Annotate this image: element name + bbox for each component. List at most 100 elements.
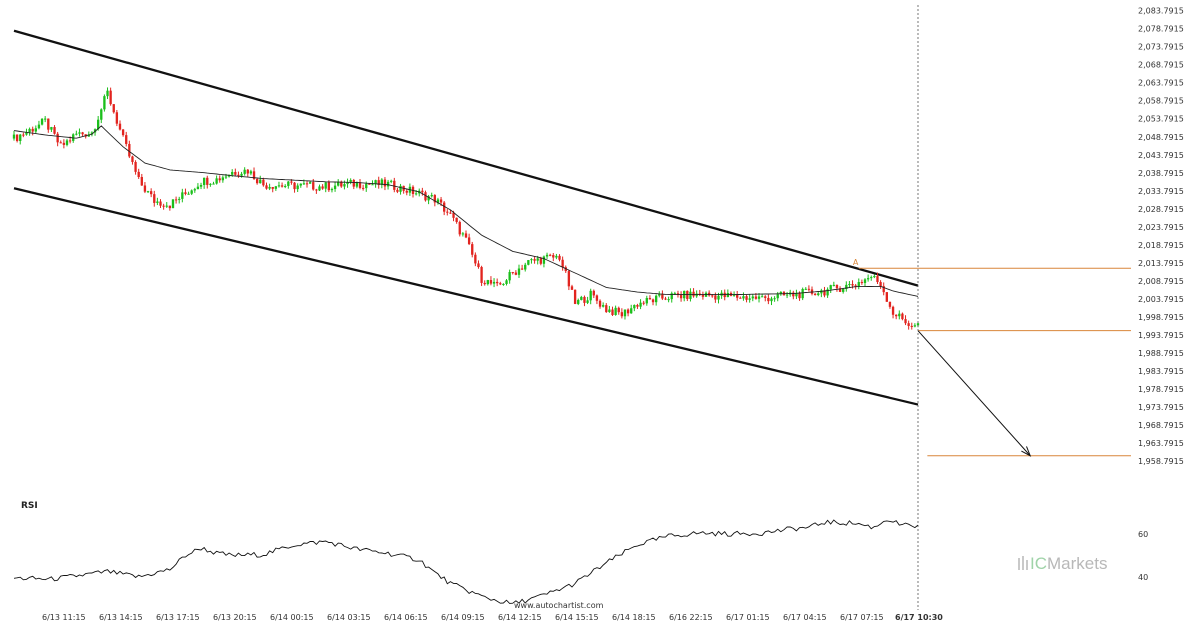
candle-body (355, 182, 359, 187)
bear-candle (611, 306, 614, 316)
bull-candle (221, 175, 225, 183)
bear-candle (377, 176, 380, 189)
bear-candle (617, 306, 620, 315)
candle-body (178, 198, 181, 200)
bull-candle (542, 255, 546, 268)
candle-body (246, 169, 249, 174)
candle-body (221, 177, 225, 181)
bull-candle (832, 281, 836, 287)
bull-candle (380, 178, 384, 189)
bull-candle (820, 288, 823, 298)
candle-body (745, 296, 748, 300)
bull-candle (202, 177, 206, 189)
bull-candle (645, 295, 648, 306)
bear-candle (598, 299, 602, 309)
candle-body (598, 300, 602, 307)
candle-body (508, 272, 511, 281)
price-tick-label: 2,083.7915 (1138, 7, 1184, 16)
candle-body (586, 300, 589, 303)
price-tick-label: 1,963.7915 (1138, 439, 1184, 448)
time-tick-label: 6/14 06:15 (384, 613, 428, 622)
candle-body (866, 278, 870, 280)
bull-candle (65, 138, 69, 147)
bear-candle (121, 128, 125, 137)
bear-candle (745, 294, 748, 303)
bear-candle (262, 177, 265, 187)
bull-candle (171, 199, 175, 209)
candle-body (885, 292, 888, 302)
candle-body (838, 288, 842, 292)
candle-body (792, 292, 795, 297)
candle-body (68, 140, 72, 142)
time-axis: 6/13 11:15 6/13 14:15 6/13 17:15 6/13 20:15… (42, 613, 943, 622)
candle-body (15, 134, 19, 141)
bear-candle (904, 315, 907, 326)
candle-body (449, 212, 452, 214)
time-tick-label: 6/13 17:15 (156, 613, 200, 622)
price-tick-label: 2,008.7915 (1138, 277, 1184, 286)
candle-body (817, 293, 820, 296)
bull-candle (486, 279, 489, 286)
candle-body (237, 174, 240, 176)
candle-body (156, 201, 159, 203)
bear-candle (583, 295, 586, 307)
candle-body (90, 132, 94, 135)
bear-candle (648, 295, 652, 300)
price-levels (858, 267, 1131, 457)
bear-candle (496, 278, 499, 287)
bear-candle (679, 291, 683, 302)
bear-candle (767, 294, 770, 305)
bear-candle (573, 289, 577, 305)
candle-body (536, 258, 539, 261)
bear-candle (383, 177, 387, 191)
candle-body (358, 182, 362, 188)
candle-body (489, 280, 493, 284)
candle-body (552, 255, 555, 258)
candle-body (287, 181, 290, 186)
candle-body (882, 286, 885, 293)
bear-candle (701, 291, 705, 300)
bear-candle (115, 110, 119, 127)
candle-body (187, 193, 190, 195)
moving-average (13, 125, 919, 297)
bull-candle (44, 116, 47, 123)
candle-body (524, 264, 527, 270)
bear-candle (895, 314, 898, 320)
bull-candle (337, 179, 340, 187)
candle-body (12, 134, 16, 139)
candle-body (146, 191, 150, 193)
candle-body (162, 205, 165, 207)
candle-body (820, 290, 823, 294)
bear-candle (823, 286, 826, 298)
bear-candle (47, 118, 50, 133)
candle-body (614, 307, 617, 316)
bull-candle (670, 291, 673, 303)
price-tick-label: 2,073.7915 (1138, 43, 1184, 52)
bear-candle (162, 203, 165, 210)
candles (12, 87, 920, 330)
candle-body (567, 271, 571, 287)
candle-body (255, 178, 259, 184)
bull-candle (866, 274, 870, 282)
candle-body (913, 325, 917, 327)
candle-body (231, 171, 234, 175)
bear-candle (246, 169, 249, 177)
candle-body (804, 288, 807, 290)
bear-candle (159, 199, 162, 209)
bull-candle (732, 291, 736, 297)
bear-candle (664, 296, 667, 301)
time-tick-label: 6/13 20:15 (213, 613, 257, 622)
candle-body (767, 297, 770, 302)
bull-candle (508, 269, 511, 284)
bull-candle (845, 281, 848, 292)
price-tick-label: 2,033.7915 (1138, 187, 1184, 196)
bear-candle (140, 173, 143, 186)
candle-body (673, 293, 677, 295)
candle-body (851, 284, 854, 286)
bear-candle (879, 280, 882, 289)
candle-body (34, 128, 37, 132)
bull-candle (40, 118, 44, 126)
candle-body (860, 282, 864, 284)
rsi-label: RSI (21, 501, 38, 511)
bull-candle (146, 190, 150, 194)
